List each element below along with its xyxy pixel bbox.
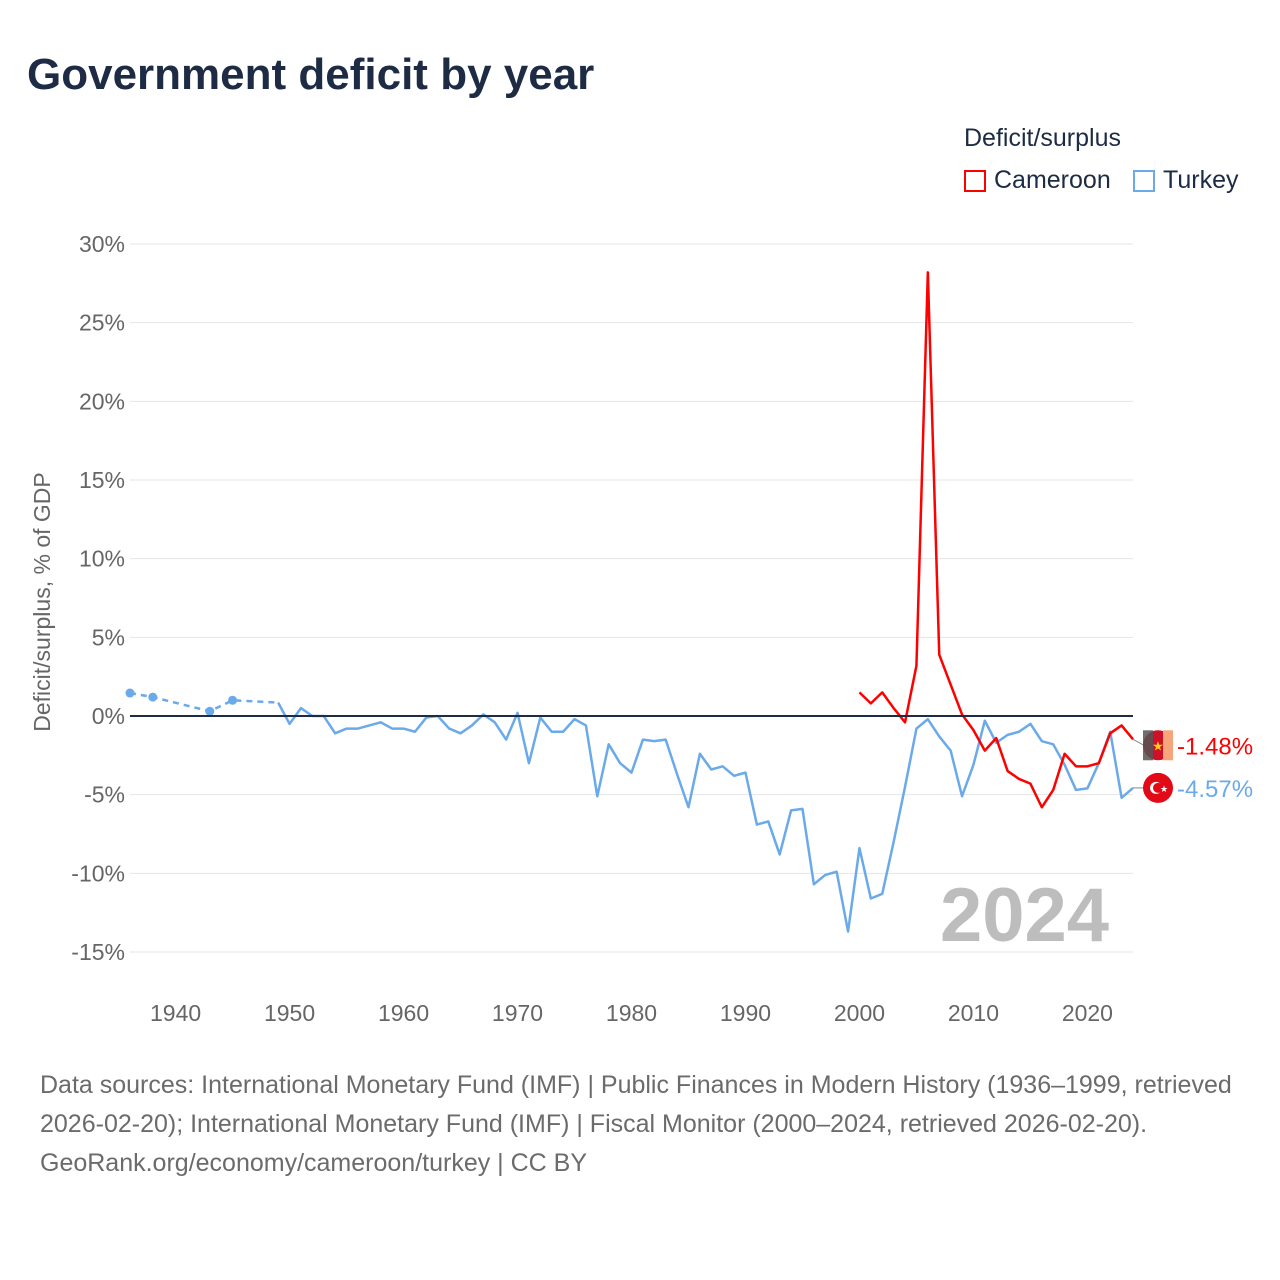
x-tick-label: 1970 xyxy=(492,1000,543,1026)
legend-label-cameroon: Cameroon xyxy=(994,166,1111,194)
x-tick-label: 1950 xyxy=(264,1000,315,1026)
data-point xyxy=(148,692,158,702)
x-tick-label: 2010 xyxy=(948,1000,999,1026)
y-tick-label: 25% xyxy=(79,310,125,336)
legend-item-turkey[interactable]: Turkey xyxy=(1133,166,1238,195)
x-tick-label: 1980 xyxy=(606,1000,657,1026)
y-tick-label: 30% xyxy=(79,231,125,257)
flag-star-icon: ★ xyxy=(1160,784,1168,794)
legend-item-cameroon[interactable]: Cameroon xyxy=(964,166,1111,195)
plot-area: 30% 25% 20% 15% 10% 5% 0% -5% -10% -15% 1940 1950 19… xyxy=(29,231,1253,1026)
data-sources: Data sources: International Monetary Fun… xyxy=(40,1071,1232,1138)
footer: Data sources: International Monetary Fun… xyxy=(40,1066,1240,1183)
legend-swatch-cameroon xyxy=(964,169,986,192)
x-tick-label: 1940 xyxy=(150,1000,201,1026)
y-tick-label: 15% xyxy=(79,467,125,493)
x-tick-label: 1990 xyxy=(720,1000,771,1026)
legend-label-turkey: Turkey xyxy=(1163,166,1239,194)
x-tick-label: 2020 xyxy=(1062,1000,1113,1026)
x-tick-label: 2000 xyxy=(834,1000,885,1026)
y-tick-label: 20% xyxy=(79,388,125,414)
data-point xyxy=(205,706,215,716)
data-point xyxy=(125,688,135,698)
year-watermark: 2024 xyxy=(940,873,1110,958)
x-tick-label: 1960 xyxy=(378,1000,429,1026)
series-line-cameroon xyxy=(858,271,1134,809)
y-tick-label: -15% xyxy=(71,939,125,965)
y-axis-label: Deficit/surplus, % of GDP xyxy=(29,472,55,731)
legend-title: Deficit/surplus xyxy=(964,124,1121,152)
y-tick-label: 5% xyxy=(92,624,125,650)
y-tick-label: 0% xyxy=(92,703,125,729)
flag-crescent-inner xyxy=(1153,782,1163,793)
series-line-turkey xyxy=(277,702,1134,933)
y-tick-label: 10% xyxy=(79,546,125,572)
y-tick-label: -5% xyxy=(84,782,125,808)
label-connector xyxy=(1132,738,1145,746)
flag-star-icon: ★ xyxy=(1152,738,1164,753)
page-title: Government deficit by year xyxy=(27,50,595,99)
end-value-label-cameroon: -1.48% xyxy=(1177,733,1253,760)
legend-swatch-turkey xyxy=(1133,169,1155,192)
flag-stripe-yellow xyxy=(1163,730,1173,761)
data-point xyxy=(228,695,238,705)
end-value-label-turkey: -4.57% xyxy=(1177,776,1253,803)
credit-link[interactable]: GeoRank.org/economy/cameroon/turkey | CC… xyxy=(40,1149,588,1177)
flag-stripe-green xyxy=(1143,730,1153,761)
y-tick-label: -10% xyxy=(71,860,125,886)
